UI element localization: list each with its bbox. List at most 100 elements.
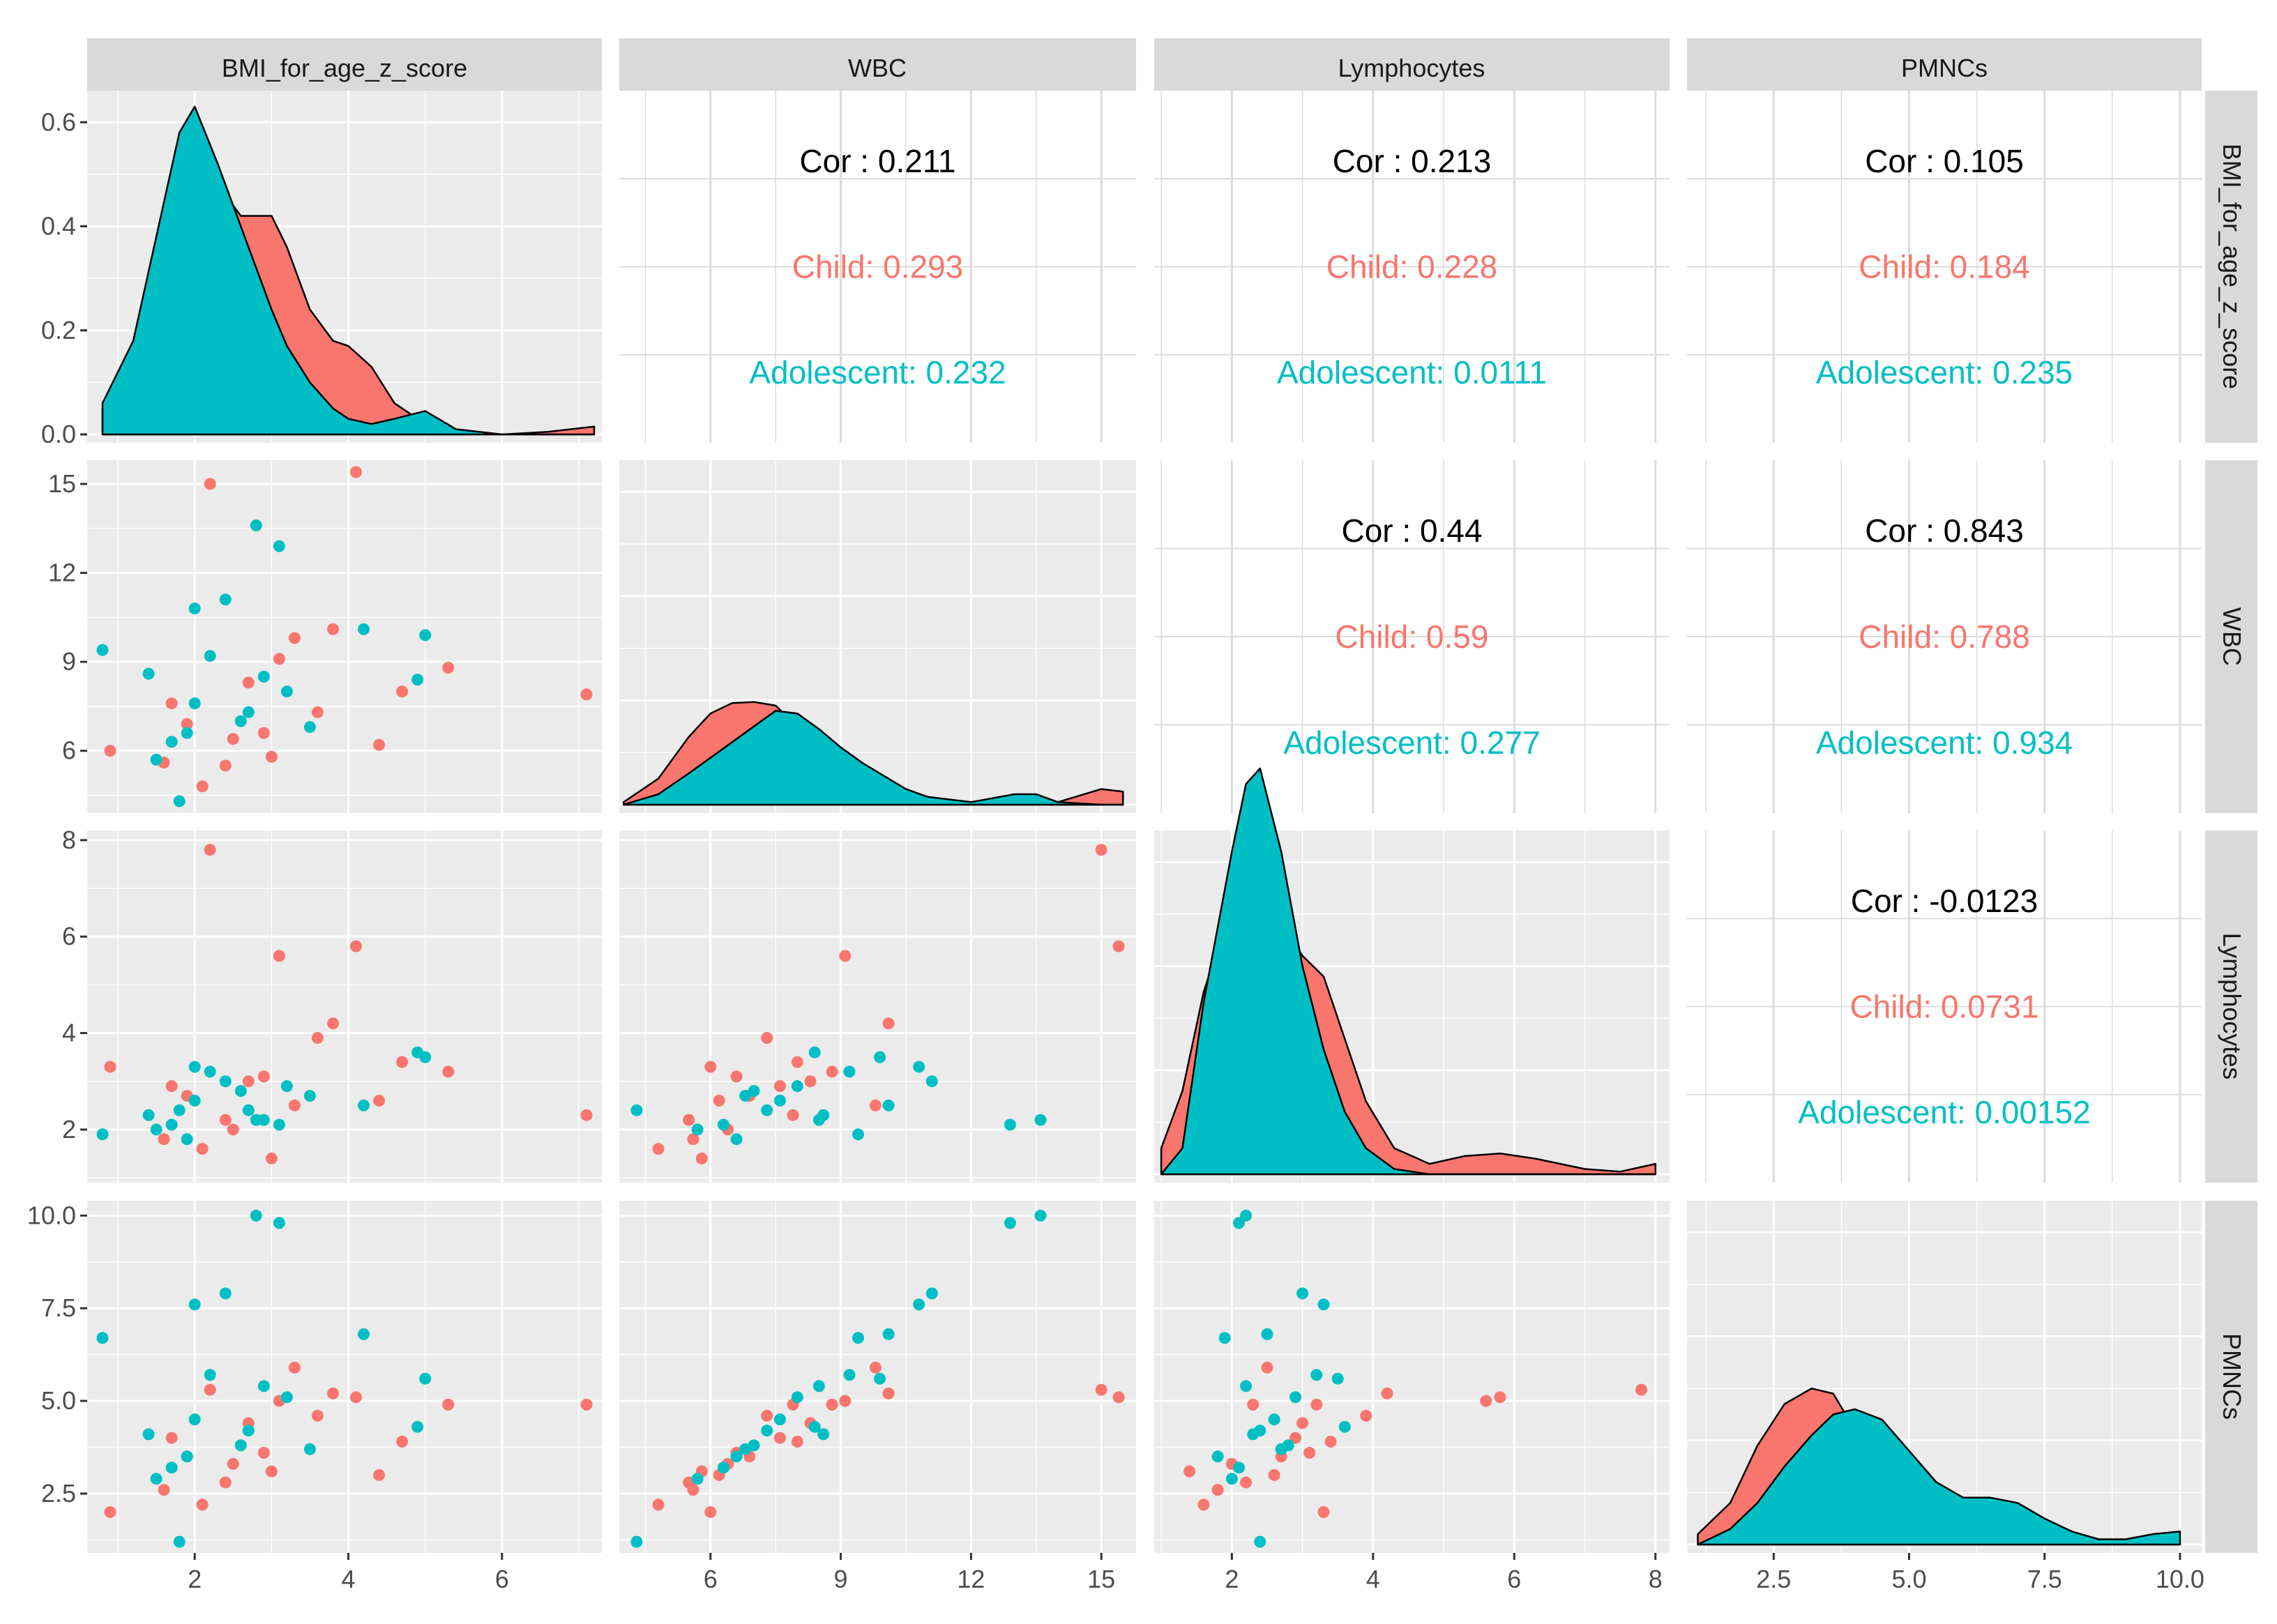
point-child-lymphocytes-bmi xyxy=(373,1094,386,1107)
point-child-lymphocytes-bmi xyxy=(196,1143,209,1155)
point-adolescent-lymphocytes-wbc xyxy=(773,1094,786,1107)
point-child-pmncs-lymphocytes xyxy=(1310,1398,1323,1411)
y-tick-label-bmi: 0.6 xyxy=(41,107,76,136)
point-adolescent-pmncs-bmi xyxy=(188,1413,201,1426)
point-child-lymphocytes-wbc xyxy=(713,1094,725,1107)
point-child-lymphocytes-bmi xyxy=(288,1099,301,1111)
point-adolescent-lymphocytes-bmi xyxy=(234,1085,247,1098)
correlation-adolescent-lymphocytes-pmncs: Adolescent: 0.00152 xyxy=(1798,1094,2090,1130)
correlation-overall-wbc-lymphocytes: Cor : 0.44 xyxy=(1342,513,1483,549)
strip-col-pmncs-label: PMNCs xyxy=(1901,54,1988,82)
correlation-child-wbc-lymphocytes: Child: 0.59 xyxy=(1336,619,1489,655)
correlation-overall-bmi-wbc: Cor : 0.211 xyxy=(799,143,955,179)
point-child-lymphocytes-wbc xyxy=(787,1109,799,1121)
point-child-lymphocytes-bmi xyxy=(219,1114,232,1126)
point-adolescent-wbc-bmi xyxy=(358,623,370,635)
point-adolescent-wbc-bmi xyxy=(188,602,201,615)
point-adolescent-lymphocytes-wbc xyxy=(882,1099,895,1111)
point-child-pmncs-wbc xyxy=(1095,1383,1107,1396)
point-adolescent-lymphocytes-bmi xyxy=(358,1099,370,1111)
point-child-lymphocytes-wbc xyxy=(687,1133,699,1146)
point-adolescent-lymphocytes-bmi xyxy=(303,1090,316,1102)
point-child-lymphocytes-bmi xyxy=(242,1075,255,1088)
point-child-lymphocytes-bmi xyxy=(442,1065,455,1078)
point-adolescent-lymphocytes-wbc xyxy=(691,1123,704,1136)
correlation-adolescent-bmi-pmncs: Adolescent: 0.235 xyxy=(1816,354,2073,390)
point-adolescent-wbc-bmi xyxy=(419,629,432,642)
point-child-pmncs-bmi xyxy=(373,1469,386,1481)
point-child-pmncs-bmi xyxy=(219,1476,232,1489)
density-adolescent-pmncs xyxy=(1697,1408,2181,1546)
y-tick-label-wbc: 12 xyxy=(48,559,76,587)
y-tick-label-pmncs: 2.5 xyxy=(41,1479,76,1508)
point-adolescent-lymphocytes-bmi xyxy=(411,1046,424,1058)
point-child-lymphocytes-bmi xyxy=(158,1133,170,1146)
point-child-pmncs-bmi xyxy=(196,1498,209,1511)
y-tick-label-bmi: 0.2 xyxy=(41,316,76,344)
y-tick-label-lymphocytes: 8 xyxy=(62,826,76,854)
point-child-pmncs-lymphocytes xyxy=(1381,1387,1393,1399)
strip-col-wbc xyxy=(619,38,1136,91)
point-adolescent-pmncs-bmi xyxy=(303,1443,316,1455)
point-adolescent-wbc-bmi xyxy=(188,697,201,710)
point-adolescent-lymphocytes-bmi xyxy=(204,1065,216,1078)
point-child-pmncs-bmi xyxy=(104,1506,116,1518)
point-child-pmncs-wbc xyxy=(791,1436,803,1448)
point-adolescent-wbc-bmi xyxy=(257,670,270,683)
point-adolescent-pmncs-lymphocytes xyxy=(1268,1413,1280,1426)
x-tick-label-wbc: 12 xyxy=(957,1565,985,1593)
correlation-overall-bmi-lymphocytes: Cor : 0.213 xyxy=(1333,143,1492,179)
point-child-pmncs-lymphocytes xyxy=(1635,1383,1647,1396)
strip-col-lymphocytes-label: Lymphocytes xyxy=(1338,54,1485,82)
point-adolescent-pmncs-lymphocytes xyxy=(1338,1420,1351,1433)
point-adolescent-wbc-bmi xyxy=(219,593,232,606)
point-adolescent-pmncs-wbc xyxy=(843,1369,856,1381)
point-child-lymphocytes-bmi xyxy=(396,1056,409,1068)
point-adolescent-pmncs-wbc xyxy=(717,1462,729,1474)
strip-row-pmncs-label: PMNCs xyxy=(2218,1333,2246,1420)
strip-row-pmncs xyxy=(2205,1201,2257,1553)
point-adolescent-pmncs-bmi xyxy=(188,1298,201,1311)
point-adolescent-wbc-bmi xyxy=(181,727,193,739)
point-child-pmncs-lymphocytes xyxy=(1240,1476,1253,1489)
point-adolescent-pmncs-wbc xyxy=(925,1287,938,1300)
point-adolescent-wbc-bmi xyxy=(242,706,255,718)
point-child-pmncs-lymphocytes xyxy=(1494,1391,1506,1404)
point-adolescent-pmncs-lymphocytes xyxy=(1261,1328,1273,1340)
point-child-wbc-bmi xyxy=(181,718,193,730)
point-adolescent-lymphocytes-bmi xyxy=(165,1118,178,1131)
y-tick-label-lymphocytes: 6 xyxy=(62,922,76,950)
point-child-lymphocytes-bmi xyxy=(580,1109,593,1121)
point-adolescent-lymphocytes-bmi xyxy=(173,1104,186,1116)
point-child-lymphocytes-wbc xyxy=(791,1056,803,1068)
y-tick-label-pmncs: 10.0 xyxy=(27,1201,76,1229)
point-adolescent-pmncs-lymphocytes xyxy=(1211,1450,1224,1463)
point-adolescent-lymphocytes-bmi xyxy=(142,1109,155,1121)
point-child-lymphocytes-bmi xyxy=(350,940,362,953)
point-adolescent-lymphocytes-bmi xyxy=(242,1104,255,1116)
point-adolescent-lymphocytes-wbc xyxy=(1004,1118,1016,1131)
x-tick-label-bmi: 4 xyxy=(341,1565,355,1593)
correlation-child-bmi-pmncs: Child: 0.184 xyxy=(1859,249,2030,285)
strip-row-wbc-label: WBC xyxy=(2218,607,2246,666)
point-adolescent-pmncs-bmi xyxy=(142,1428,155,1441)
point-child-wbc-bmi xyxy=(580,688,593,701)
point-adolescent-pmncs-wbc xyxy=(852,1332,864,1344)
correlation-child-bmi-wbc: Child: 0.293 xyxy=(792,249,964,285)
point-child-pmncs-lymphocytes xyxy=(1296,1417,1309,1429)
point-adolescent-lymphocytes-wbc xyxy=(630,1104,643,1116)
point-adolescent-pmncs-bmi xyxy=(234,1439,247,1452)
point-child-pmncs-lymphocytes xyxy=(1211,1484,1224,1496)
point-adolescent-lymphocytes-bmi xyxy=(96,1128,109,1141)
point-child-wbc-bmi xyxy=(242,676,255,689)
point-adolescent-pmncs-wbc xyxy=(1004,1217,1016,1229)
correlation-adolescent-bmi-lymphocytes: Adolescent: 0.0111 xyxy=(1277,354,1547,390)
x-tick-label-pmncs: 5.0 xyxy=(1891,1565,1926,1593)
point-adolescent-pmncs-bmi xyxy=(204,1369,216,1381)
point-adolescent-pmncs-bmi xyxy=(358,1328,370,1340)
point-child-wbc-bmi xyxy=(219,759,232,772)
point-adolescent-wbc-bmi xyxy=(411,674,424,686)
y-tick-label-pmncs: 5.0 xyxy=(41,1386,76,1415)
point-adolescent-lymphocytes-bmi xyxy=(181,1133,193,1146)
